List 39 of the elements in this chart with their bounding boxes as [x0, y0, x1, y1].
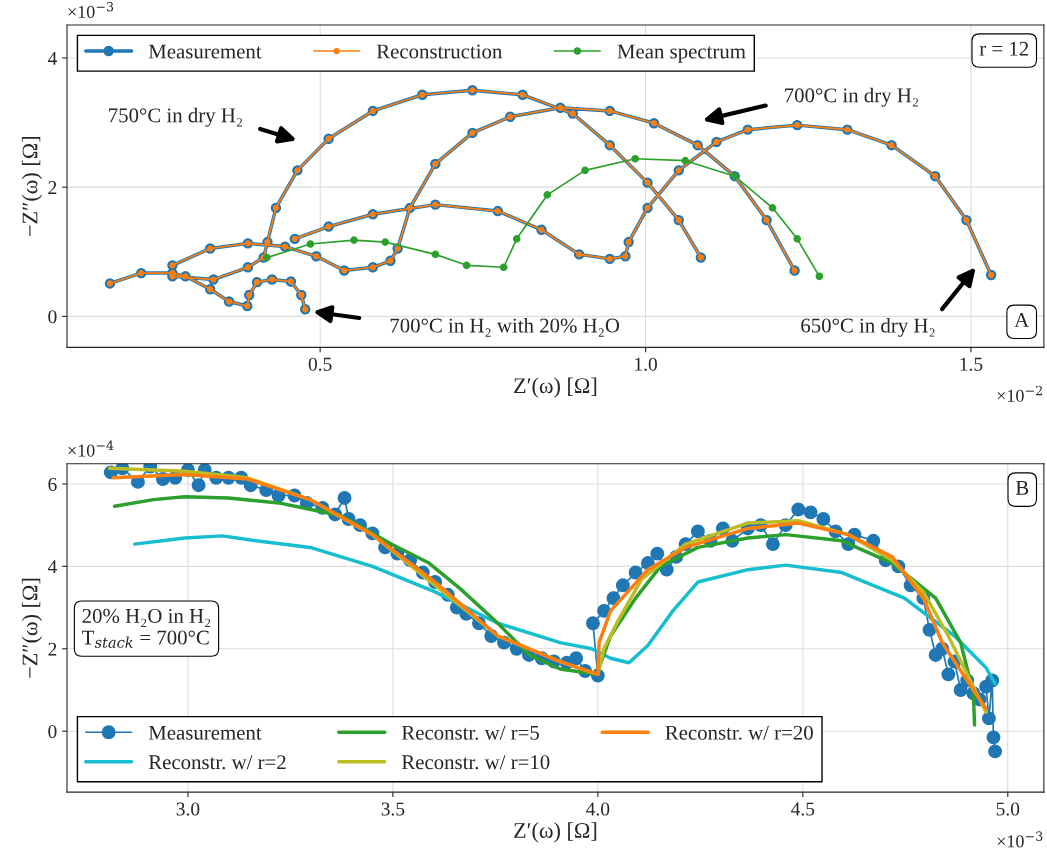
y-tick-label: 0: [48, 310, 57, 324]
y-tick-label: 0: [48, 725, 57, 739]
annotation: A: [1014, 313, 1030, 327]
legend-label: Measurement: [148, 725, 262, 740]
text: ×10$^{−3}$: [68, 1, 114, 18]
annotation: 700°C in dry H₂: [785, 87, 918, 107]
y-tick-label: 2: [48, 181, 57, 194]
x-tick-label: 0.5: [308, 357, 332, 371]
y-tick-label: 4: [47, 560, 57, 574]
text: ×10$^{−2}$: [997, 385, 1042, 402]
text: ×10$^{−3}$: [997, 831, 1043, 848]
legend-label: Reconstruction: [376, 44, 503, 59]
y-tick-label: 6: [48, 477, 57, 491]
annotation: 650°C in dry H₂: [801, 317, 935, 337]
y-axis-title: −Z″(ω) [Ω]: [21, 137, 43, 236]
x-tick-label: 3.5: [381, 802, 405, 816]
legend-label: Reconstr. w/ r=2: [148, 755, 286, 770]
x-tick-label: 1.0: [635, 357, 657, 371]
legend-label: Reconstr. w/ r=20: [665, 725, 813, 740]
x-tick-label: 3.0: [176, 802, 200, 816]
x-tick-label: 4.5: [791, 802, 815, 816]
annotation: 20% H₂O in H₂ T$_{stack}$ = 700°C: [82, 608, 211, 648]
annotation: B: [1015, 480, 1029, 495]
y-tick-label: 2: [48, 642, 57, 656]
x-axis-title: Z′(ω) [Ω]: [514, 377, 597, 398]
annotation: r = 12: [979, 41, 1029, 56]
text: ×10$^{−4}$: [68, 440, 114, 457]
y-axis-title: −Z″(ω) [Ω]: [21, 578, 43, 678]
y-tick-label: 4: [47, 51, 57, 65]
x-tick-label: 1.5: [960, 357, 983, 371]
annotation: 700°C in H₂ with 20% H₂O: [390, 317, 620, 337]
x-tick-label: 4.0: [586, 802, 610, 816]
x-axis-title: Z′(ω) [Ω]: [514, 822, 597, 843]
legend-label: Reconstr. w/ r=10: [401, 755, 550, 770]
x-tick-label: 5.0: [996, 802, 1020, 816]
annotation: 750°C in dry H₂: [109, 107, 242, 127]
legend-label: Reconstr. w/ r=5: [401, 725, 539, 740]
legend-label: Measurement: [148, 44, 262, 59]
legend-label: Mean spectrum: [617, 44, 746, 63]
